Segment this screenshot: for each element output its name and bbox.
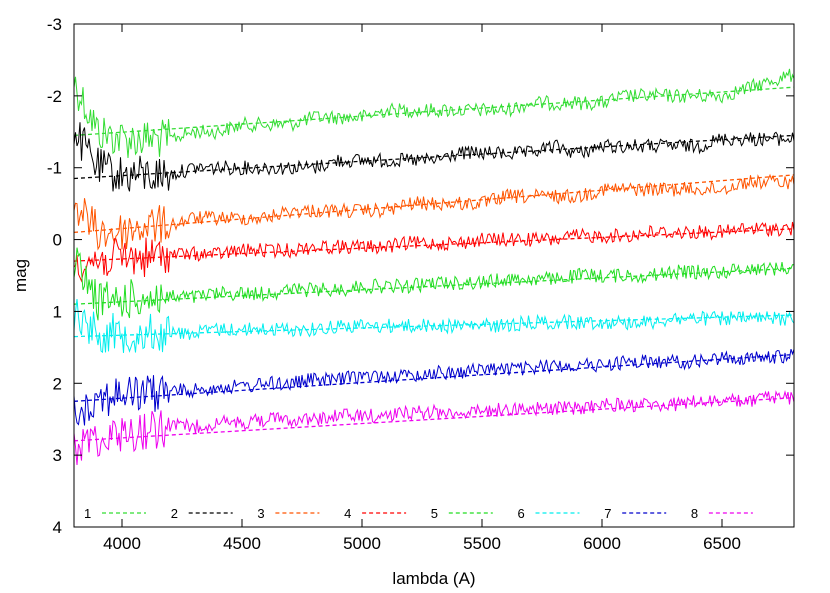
x-tick-label: 4500 [223, 534, 261, 553]
series-2 [74, 122, 794, 192]
series-7-spectrum-line [74, 348, 794, 426]
y-tick-label: -3 [47, 15, 62, 34]
legend-label-2: 2 [171, 506, 178, 521]
axis-ticks: 4000 4500 5000 5500 6000 6500 -3 -2 -1 0 1 2 3 4 [47, 15, 794, 553]
x-tick-label: 4000 [103, 534, 141, 553]
legend-label-7: 7 [604, 506, 611, 521]
legend: 1 2 3 4 5 6 7 8 [84, 506, 753, 521]
x-axis-label: lambda (A) [392, 569, 475, 588]
series-5-spectrum-line [74, 247, 794, 321]
series-8-fit-line [74, 397, 794, 442]
x-tick-label: 6500 [703, 534, 741, 553]
y-tick-label: -2 [47, 87, 62, 106]
series-6-fit-line [74, 314, 794, 338]
y-tick-label: 3 [53, 446, 62, 465]
y-tick-label: 1 [53, 302, 62, 321]
series-8-spectrum-line [74, 390, 794, 466]
x-tick-label: 5000 [343, 534, 381, 553]
series-2-spectrum-line [74, 122, 794, 192]
series-3-spectrum-line [74, 173, 794, 251]
x-tick-label: 5500 [463, 534, 501, 553]
series-5 [74, 247, 794, 321]
series-2-fit-line [74, 134, 794, 180]
plot-frame [73, 23, 795, 528]
y-tick-label: 2 [53, 374, 62, 393]
series-4 [74, 221, 794, 283]
legend-label-1: 1 [84, 506, 91, 521]
y-tick-label: 0 [53, 231, 62, 250]
series-6 [74, 299, 794, 354]
series-7-fit-line [74, 353, 794, 402]
series-4-spectrum-line [74, 221, 794, 283]
x-tick-label: 6000 [583, 534, 621, 553]
series-layer [74, 68, 794, 466]
legend-label-3: 3 [257, 506, 264, 521]
legend-label-4: 4 [344, 506, 351, 521]
legend-label-8: 8 [691, 506, 698, 521]
y-axis-label: mag [11, 259, 30, 292]
series-3 [74, 173, 794, 251]
series-1 [74, 68, 794, 159]
series-3-fit-line [74, 174, 794, 234]
series-1-spectrum-line [74, 68, 794, 159]
y-tick-label: 4 [53, 518, 62, 537]
series-7 [74, 348, 794, 426]
y-tick-label: -1 [47, 159, 62, 178]
series-8 [74, 390, 794, 466]
legend-label-6: 6 [518, 506, 525, 521]
series-1-fit-line [74, 86, 794, 137]
series-6-spectrum-line [74, 299, 794, 354]
legend-label-5: 5 [431, 506, 438, 521]
